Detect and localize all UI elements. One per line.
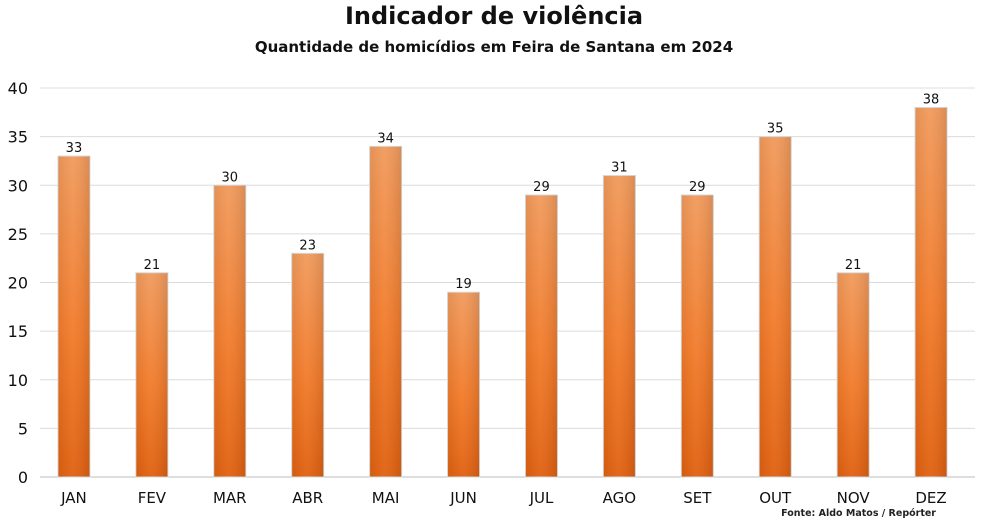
x-category-label: DEZ — [915, 489, 946, 507]
bar-shade — [369, 146, 402, 477]
grid-lines — [40, 87, 975, 478]
x-category-label: JUL — [529, 489, 554, 507]
data-label: 29 — [689, 180, 706, 195]
data-label: 35 — [767, 122, 784, 137]
source-note: Fonte: Aldo Matos / Repórter — [781, 508, 936, 519]
x-category-label: JAN — [60, 489, 87, 507]
data-label: 19 — [455, 277, 472, 292]
x-category-label: JUN — [449, 489, 477, 507]
x-category-label: MAI — [372, 489, 400, 507]
data-label: 21 — [845, 258, 862, 273]
y-tick-label: 40 — [8, 79, 28, 98]
bar-shade — [837, 272, 870, 477]
data-label: 21 — [144, 258, 161, 273]
x-category-label: FEV — [138, 489, 167, 507]
bar-shade — [915, 107, 948, 477]
bar-shade — [603, 175, 636, 477]
data-labels: 33 21 30 23 34 19 29 31 29 35 21 38 — [66, 92, 940, 292]
y-tick-label: 30 — [8, 176, 28, 195]
bar-shade — [681, 194, 714, 477]
chart-title: Indicador de violência — [344, 2, 644, 30]
x-category-label: OUT — [759, 489, 792, 507]
bar-shade — [213, 185, 246, 477]
bar-shade — [447, 292, 480, 477]
data-label: 23 — [299, 238, 316, 253]
bar-shade — [57, 156, 90, 477]
bar-shade — [135, 272, 168, 477]
data-label: 38 — [923, 92, 940, 107]
bar-shade — [291, 253, 324, 477]
y-tick-label: 35 — [8, 128, 28, 147]
x-category-label: AGO — [603, 489, 636, 507]
y-tick-label: 20 — [8, 274, 28, 293]
y-axis-ticks: 0 5 10 15 20 25 30 35 40 — [8, 79, 28, 487]
y-tick-label: 0 — [18, 468, 28, 487]
data-label: 34 — [377, 131, 394, 146]
data-label: 33 — [66, 141, 83, 156]
y-tick-label: 15 — [8, 322, 28, 341]
y-tick-label: 10 — [8, 371, 28, 390]
x-category-label: ABR — [292, 489, 323, 507]
data-label: 31 — [611, 161, 628, 176]
bar-shade — [759, 136, 792, 477]
data-label: 29 — [533, 180, 550, 195]
x-axis-categories: JAN FEV MAR ABR MAI JUN JUL AGO SET OUT NOV DEZ — [60, 489, 947, 507]
x-category-label: NOV — [837, 489, 871, 507]
bar-shade — [525, 194, 558, 477]
x-category-label: SET — [683, 489, 712, 507]
y-tick-label: 5 — [18, 419, 28, 438]
data-label: 30 — [222, 170, 239, 185]
chart-subtitle: Quantidade de homicídios em Feira de San… — [254, 38, 734, 56]
x-category-label: MAR — [213, 489, 247, 507]
y-tick-label: 25 — [8, 225, 28, 244]
bars — [57, 106, 948, 478]
